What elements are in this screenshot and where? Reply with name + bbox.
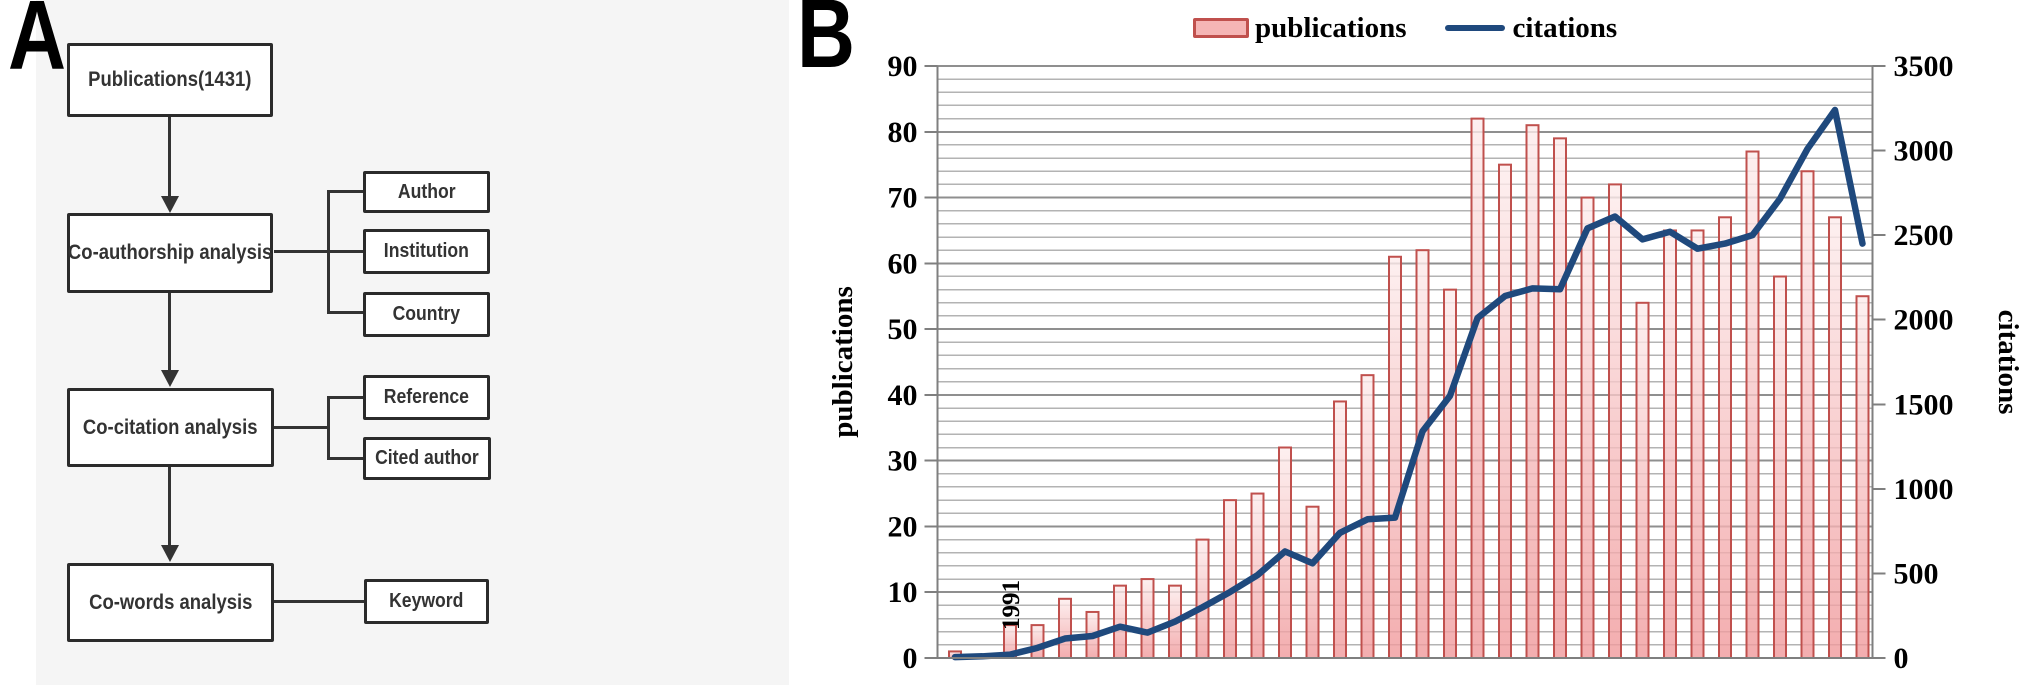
svg-text:20: 20 xyxy=(888,510,918,543)
legend-citations-label: citations xyxy=(1512,11,1618,44)
connector-to-keyword xyxy=(274,600,364,603)
svg-text:30: 30 xyxy=(888,445,918,478)
connector-coauthorship-trunk xyxy=(274,250,329,253)
box-institution: Institution xyxy=(363,229,490,274)
box-author-label: Author xyxy=(397,180,456,203)
citations-line-swatch-icon xyxy=(1444,25,1505,31)
box-publications-label: Publications(1431) xyxy=(88,68,252,91)
arrow-down-icon xyxy=(161,545,179,562)
connector-to-country xyxy=(327,311,363,314)
panel-a-label: A xyxy=(8,0,67,90)
box-keyword-label: Keyword xyxy=(389,590,464,612)
svg-text:60: 60 xyxy=(888,247,918,280)
svg-text:1500: 1500 xyxy=(1894,388,1954,421)
svg-text:50: 50 xyxy=(888,313,918,346)
connector-to-author xyxy=(327,190,363,193)
connector-cocitation-spine xyxy=(327,396,330,460)
arrow-line-3 xyxy=(168,467,171,546)
connector-to-institution xyxy=(327,250,363,253)
box-reference-label: Reference xyxy=(383,386,470,408)
svg-text:1991: 1991 xyxy=(998,580,1025,630)
svg-text:citations: citations xyxy=(1992,310,2023,415)
svg-text:3000: 3000 xyxy=(1894,135,1954,168)
box-cocitation-analysis: Co-citation analysis xyxy=(67,388,274,467)
publications-bar-swatch-icon xyxy=(1193,18,1249,38)
box-coauthorship-analysis: Co-authorship analysis xyxy=(67,213,273,293)
connector-to-reference xyxy=(327,396,363,399)
box-author: Author xyxy=(363,171,490,213)
legend-publications-label: publications xyxy=(1255,11,1407,44)
arrow-line-2 xyxy=(168,293,171,371)
arrow-down-icon xyxy=(161,196,179,213)
box-reference: Reference xyxy=(363,375,490,420)
box-cited-author: Cited author xyxy=(363,437,491,480)
svg-text:40: 40 xyxy=(888,379,918,412)
panel-b-label: B xyxy=(797,0,856,88)
box-keyword: Keyword xyxy=(364,579,489,624)
svg-text:publications: publications xyxy=(827,286,859,438)
svg-text:0: 0 xyxy=(903,642,918,675)
box-cited-author-label: Cited author xyxy=(375,447,479,469)
connector-cocitation-trunk xyxy=(274,426,329,429)
svg-text:0: 0 xyxy=(1894,642,1909,675)
box-cowords-analysis: Co-words analysis xyxy=(67,563,274,642)
svg-text:70: 70 xyxy=(888,182,918,215)
svg-text:2500: 2500 xyxy=(1894,219,1954,252)
chart-legend: publications citations xyxy=(1193,10,1617,46)
box-institution-label: Institution xyxy=(383,240,470,262)
connector-to-cited-author xyxy=(327,457,363,460)
svg-text:3500: 3500 xyxy=(1894,50,1954,83)
svg-text:1000: 1000 xyxy=(1894,473,1954,506)
svg-text:10: 10 xyxy=(888,576,918,609)
box-coauthorship-label: Co-authorship analysis xyxy=(67,241,273,264)
arrow-down-icon xyxy=(161,370,179,387)
box-country: Country xyxy=(363,292,490,337)
svg-text:80: 80 xyxy=(888,116,918,149)
box-cocitation-label: Co-citation analysis xyxy=(83,415,258,439)
svg-text:90: 90 xyxy=(888,50,918,83)
box-publications: Publications(1431) xyxy=(67,43,273,117)
svg-text:500: 500 xyxy=(1894,557,1939,590)
svg-text:2000: 2000 xyxy=(1894,304,1954,337)
arrow-line-1 xyxy=(168,117,171,197)
box-country-label: Country xyxy=(392,303,461,325)
box-cowords-label: Co-words analysis xyxy=(88,590,253,614)
